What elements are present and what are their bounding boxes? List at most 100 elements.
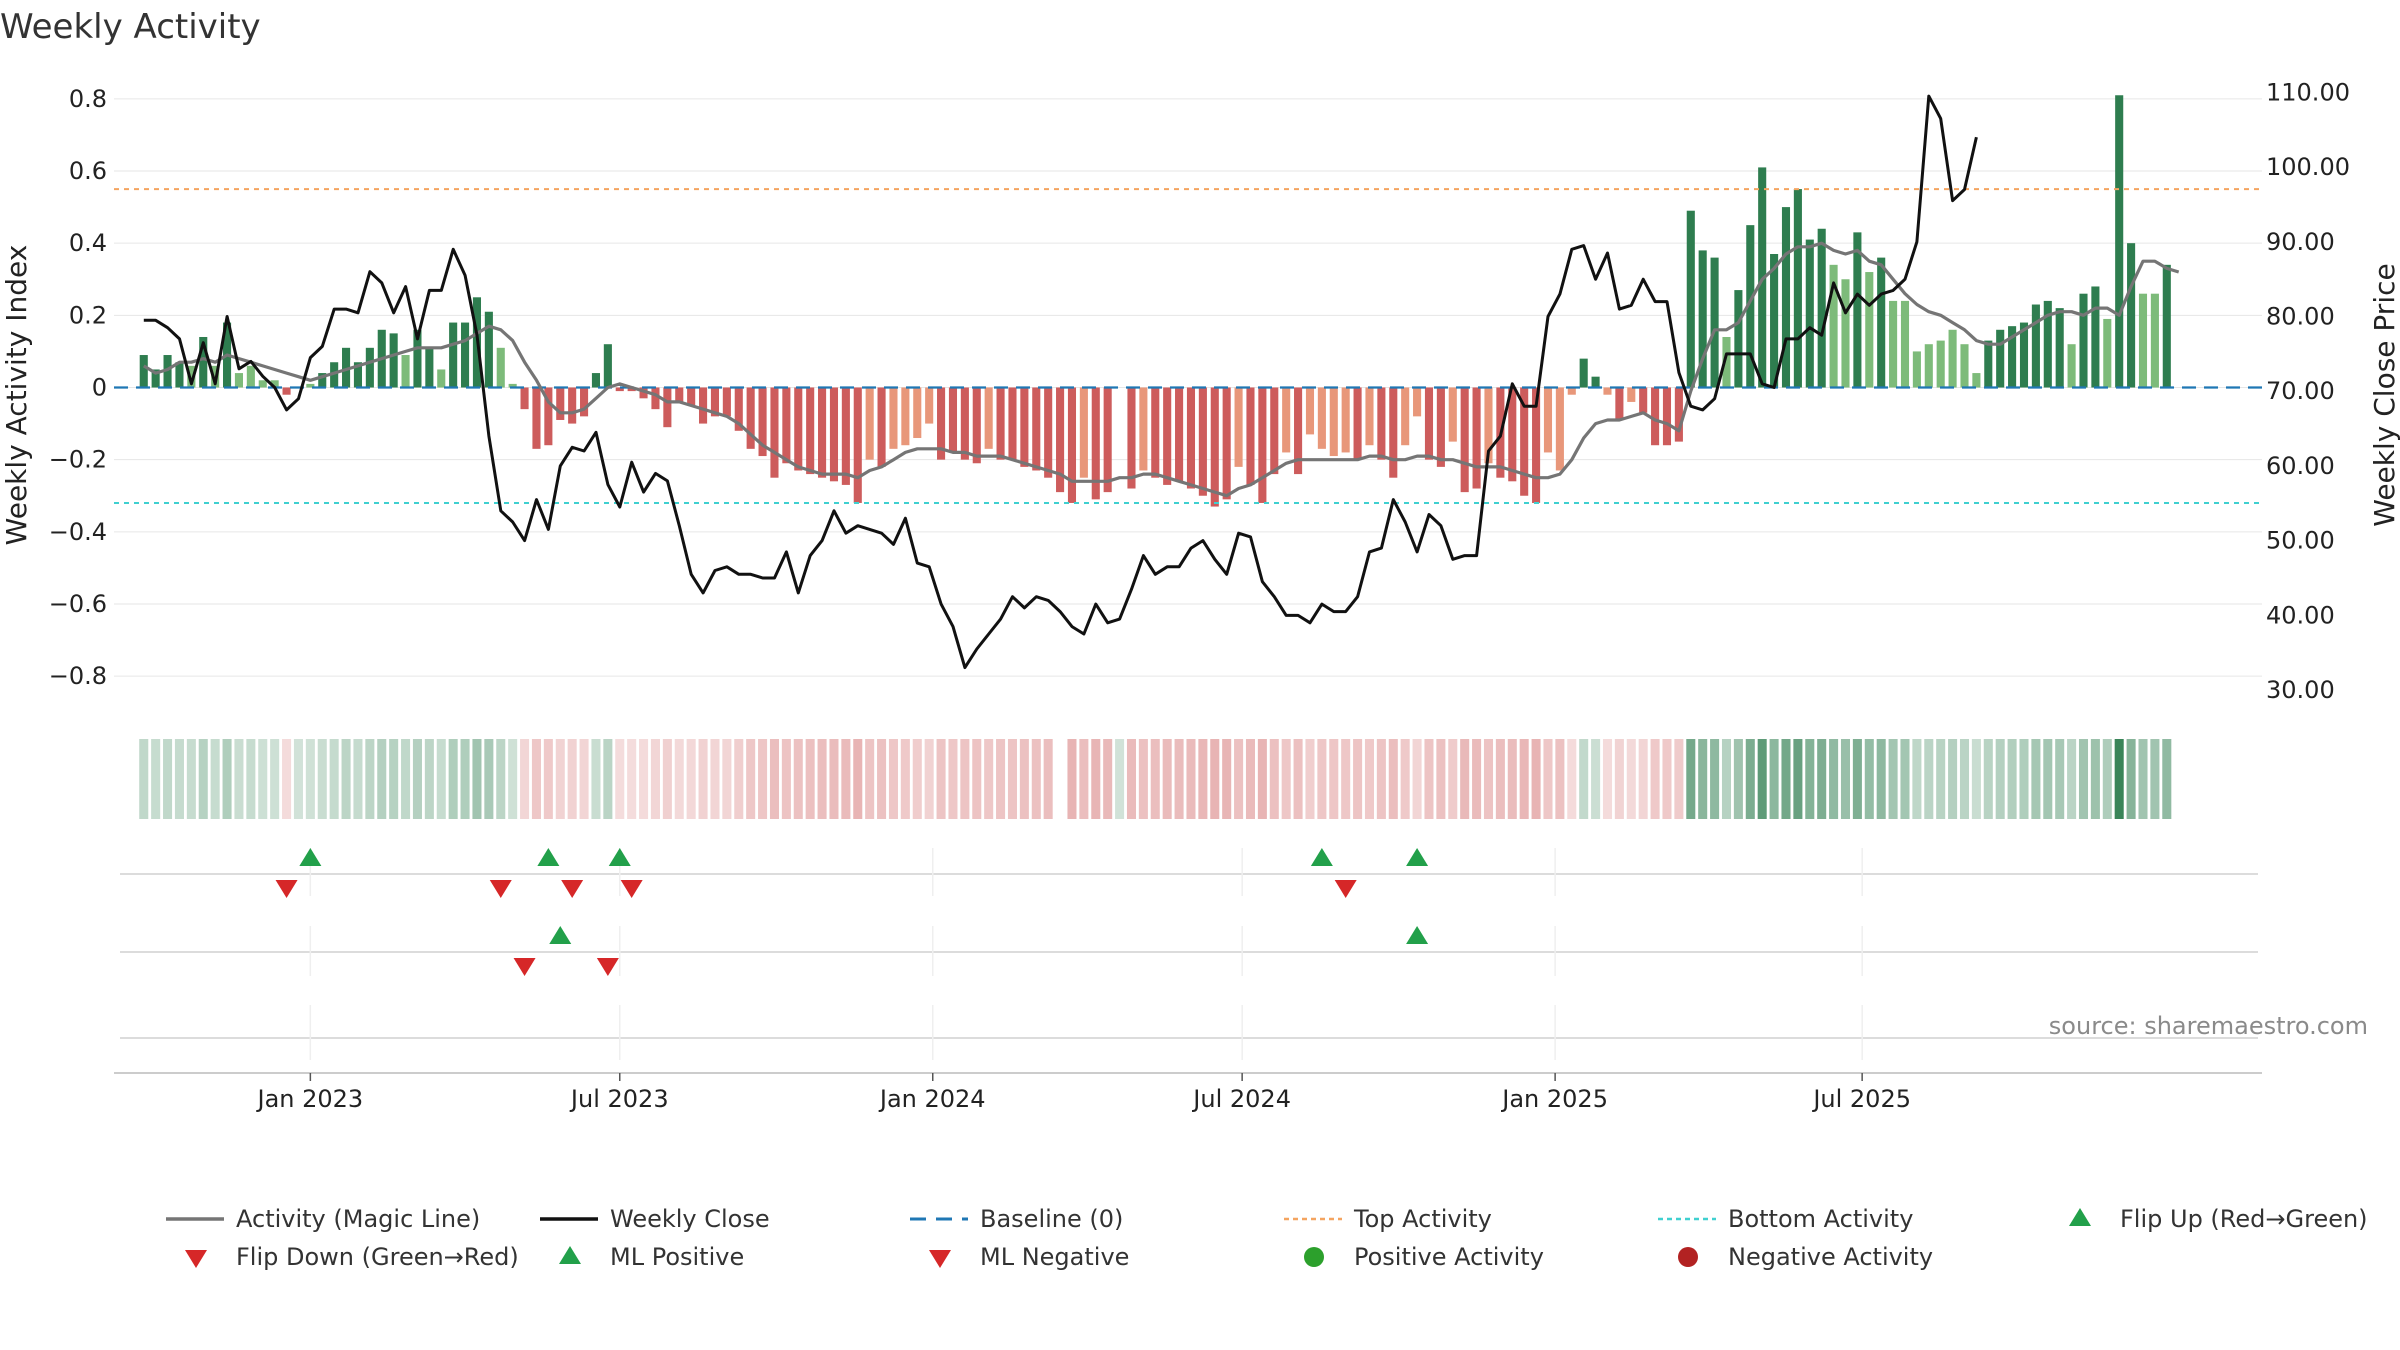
activity-bar-118: [1543, 387, 1553, 453]
activity-bar-16: [330, 362, 339, 388]
reference-lines: [114, 188, 2262, 504]
flip-up-marker-3: [1310, 848, 1333, 866]
activity-bar-27: [461, 322, 470, 388]
activity-bar-121: [1579, 358, 1588, 388]
legend-label-posact: Positive Activity: [1354, 1243, 1544, 1271]
activity-bar-133: [1722, 336, 1731, 388]
strip-cell-20: [377, 739, 387, 819]
activity-bar-3: [175, 362, 184, 388]
activity-bar-91: [1222, 387, 1231, 500]
activity-bar-67: [937, 387, 946, 460]
strip-cell-149: [1912, 739, 1922, 819]
strip-cell-154: [1971, 739, 1981, 819]
activity-bar-84: [1139, 387, 1148, 471]
activity-bar-69: [960, 387, 969, 460]
activity-bar-95: [1270, 387, 1279, 475]
strip-cell-135: [1745, 739, 1755, 819]
activity-bar-51: [746, 387, 755, 449]
strip-cell-12: [282, 739, 292, 819]
activity-bar-98: [1305, 387, 1315, 435]
activity-bar-32: [520, 387, 529, 410]
right-tick-label-5: 60.00: [2266, 452, 2335, 480]
activity-bar-170: [2162, 264, 2171, 388]
activity-bar-111: [1460, 387, 1469, 493]
strip-cell-110: [1448, 739, 1458, 819]
strip-cell-28: [472, 739, 482, 819]
activity-bar-61: [865, 387, 874, 460]
activity-bar-127: [1651, 387, 1660, 446]
strip-cell-79: [1079, 739, 1089, 819]
strip-cell-26: [448, 739, 458, 819]
activity-bar-103: [1365, 387, 1374, 446]
activity-bar-57: [818, 387, 827, 478]
strip-cell-13: [293, 739, 303, 819]
signal-markers: [275, 848, 1429, 976]
strip-cell-170: [2162, 739, 2172, 819]
activity-bar-66: [925, 387, 934, 424]
legend-swatch-mlneg: [929, 1250, 951, 1268]
legend-swatch-mlpos: [559, 1246, 581, 1264]
strip-cell-114: [1495, 739, 1505, 819]
activity-bar-102: [1353, 387, 1362, 460]
activity-bar-43: [651, 387, 660, 410]
strip-cell-82: [1115, 739, 1125, 819]
strip-cell-137: [1769, 739, 1779, 819]
right-tick-label-2: 90.00: [2266, 228, 2335, 256]
strip-cell-106: [1400, 739, 1410, 819]
chart-title: Weekly Activity: [0, 7, 261, 47]
left-axis-label: Weekly Activity Index: [0, 245, 33, 546]
strip-cell-60: [853, 739, 863, 819]
activity-bar-151: [1936, 340, 1945, 388]
activity-bar-144: [1853, 232, 1862, 388]
activity-bar-30: [496, 347, 505, 388]
strip-cell-167: [2126, 739, 2136, 819]
activity-bar-154: [1972, 373, 1981, 388]
right-axis-label: Weekly Close Price: [2368, 263, 2400, 526]
strip-cell-117: [1531, 739, 1541, 819]
legend-item-bottom: Bottom Activity: [1658, 1205, 1913, 1233]
strip-cell-48: [710, 739, 720, 819]
activity-bar-41: [627, 387, 636, 392]
activity-bar-42: [639, 387, 648, 399]
x-tick-label-4: Jan 2025: [1500, 1085, 1608, 1113]
strip-cell-108: [1424, 739, 1434, 819]
x-tick-label-2: Jan 2024: [878, 1085, 986, 1113]
strip-cell-68: [948, 739, 958, 819]
strip-cell-49: [722, 739, 732, 819]
activity-bar-100: [1329, 387, 1338, 457]
strip-cell-139: [1793, 739, 1803, 819]
strip-cell-141: [1817, 739, 1827, 819]
activity-bar-81: [1103, 387, 1112, 493]
strip-cell-55: [793, 739, 803, 819]
activity-bar-17: [342, 347, 351, 388]
strip-cell-30: [496, 739, 506, 819]
activity-bar-124: [1615, 387, 1624, 420]
activity-bar-86: [1163, 387, 1172, 485]
strip-cell-129: [1674, 739, 1684, 819]
activity-bar-75: [1032, 387, 1041, 471]
activity-bar-135: [1746, 225, 1755, 388]
legend-label-close: Weekly Close: [610, 1205, 770, 1233]
activity-bar-157: [2008, 326, 2017, 388]
legend-item-flipdown: Flip Down (Green→Red): [185, 1243, 519, 1271]
strip-cell-53: [769, 739, 779, 819]
activity-bar-93: [1246, 387, 1255, 485]
strip-cell-37: [579, 739, 589, 819]
strip-cell-71: [984, 739, 994, 819]
activity-bar-11: [270, 380, 279, 388]
activity-bar-152: [1948, 329, 1957, 388]
activity-bar-109: [1436, 387, 1445, 467]
strip-cell-11: [270, 739, 280, 819]
activity-bar-29: [484, 311, 493, 388]
strip-cell-73: [1007, 739, 1017, 819]
strip-cell-33: [531, 739, 541, 819]
right-tick-label-1: 100.00: [2266, 153, 2350, 181]
strip-cell-16: [329, 739, 339, 819]
activity-bar-83: [1127, 387, 1136, 489]
activity-bar-148: [1900, 300, 1910, 388]
activity-bar-35: [556, 387, 565, 420]
strip-cell-41: [627, 739, 637, 819]
strip-cell-8: [234, 739, 244, 819]
legend-label-flipdown: Flip Down (Green→Red): [236, 1243, 519, 1271]
axis-ticks: 0.8 0.6 0.4 0.2 0 −0.2 −0.4 −0.6 −0.8 110.00 100.0…: [49, 78, 2350, 1113]
